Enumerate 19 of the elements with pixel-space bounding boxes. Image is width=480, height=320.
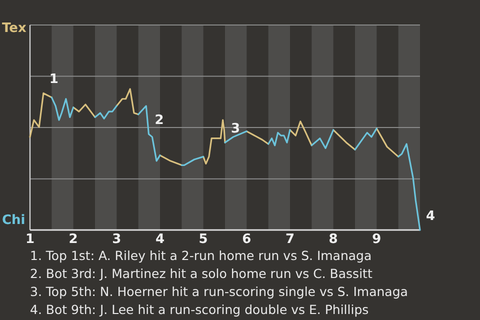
x-tick-label: 7	[285, 232, 295, 247]
x-tick-label: 5	[198, 232, 208, 247]
annotation: 1	[49, 72, 58, 88]
x-tick-label: 1	[25, 232, 35, 247]
annotation: 4	[426, 209, 436, 224]
text: Chi	[2, 213, 26, 228]
text: 3. Top 5th: N. Hoerner hit a run-scoring single vs S. Imanaga	[30, 284, 408, 299]
x-tick-label: 3	[112, 232, 122, 247]
text: 1. Top 1st: A. Riley hit a 2-run home run vs S. Imanaga	[30, 248, 372, 263]
text: 2. Bot 3rd: J. Martinez hit a solo home run vs C. Bassitt	[30, 266, 372, 281]
x-tick-label: 9	[372, 232, 382, 247]
annotation: 3	[231, 122, 240, 137]
text: 4. Bot 9th: J. Lee hit a run-scoring double vs E. Phillips	[30, 302, 369, 317]
x-tick-label: 4	[155, 232, 165, 247]
text: Tex	[2, 21, 27, 36]
annotation: 2	[154, 113, 164, 128]
x-tick-label: 8	[328, 232, 338, 247]
x-tick-label: 6	[242, 232, 252, 247]
x-tick-label: 2	[68, 232, 78, 247]
